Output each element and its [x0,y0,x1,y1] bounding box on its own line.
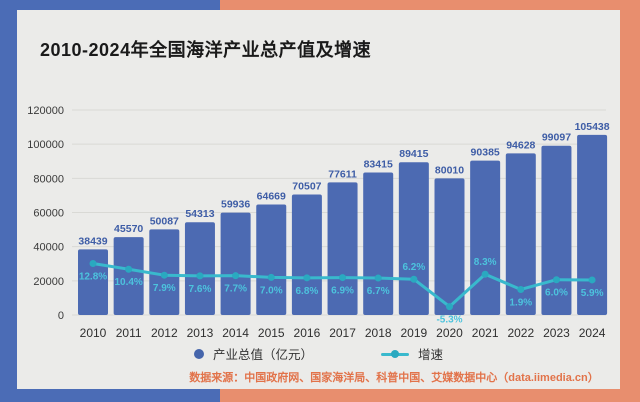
line-marker-2019 [410,275,418,283]
y-axis-tick-label: 20000 [33,276,64,288]
growth-rate-label: 6.9% [331,286,354,297]
y-axis-tick-label: 0 [58,310,64,322]
growth-rate-label: 6.7% [367,286,390,297]
growth-rate-label: 7.6% [189,284,212,295]
x-axis-year-label: 2015 [258,326,285,340]
bar-2013 [184,222,215,315]
data-source-note: 数据来源：中国政府网、国家海洋局、科普中国、艾媒数据中心（data.iimedi… [189,372,599,384]
x-axis-year-label: 2013 [187,326,214,340]
y-axis-tick-label: 60000 [33,208,64,220]
bar-2024 [577,134,608,315]
x-axis-year-label: 2011 [116,326,142,340]
bar-2023 [541,145,572,315]
growth-rate-label: 6.0% [545,288,568,299]
chart-legend: 产业总值（亿元） 增速 [17,344,620,363]
legend-item-total-output: 产业总值（亿元） [193,344,313,363]
bar-2015 [256,204,287,315]
growth-rate-label: 8.3% [474,257,497,268]
bar-series-marker-icon [193,348,204,359]
bar-value-label: 94628 [506,139,535,151]
bar-value-label: 70507 [292,181,321,193]
line-marker-2011 [125,265,133,273]
legend-item-growth-rate: 增速 [381,344,443,363]
bar-2022 [505,153,536,315]
growth-rate-label: 7.9% [153,283,176,294]
x-axis-year-label: 2018 [365,326,392,340]
bar-value-label: 45570 [114,223,143,235]
y-axis-tick-label: 100000 [27,139,64,151]
bar-2011 [113,237,144,315]
line-marker-2022 [517,285,525,293]
growth-rate-label: 7.7% [224,284,247,295]
y-axis-tick-label: 40000 [33,242,64,254]
y-axis-tick-label: 120000 [27,105,64,117]
bar-value-label: 89415 [399,148,428,160]
x-axis-year-label: 2017 [329,326,356,340]
bar-value-label: 59936 [221,199,250,211]
line-marker-2024 [588,276,596,284]
line-marker-2018 [374,274,382,282]
growth-rate-label: 5.9% [581,288,604,299]
growth-rate-label: 6.2% [402,262,425,273]
line-marker-2021 [481,270,489,278]
x-axis-year-label: 2021 [472,326,499,340]
x-axis-year-label: 2024 [579,326,606,340]
line-marker-2023 [552,276,560,284]
line-marker-2016 [303,274,311,282]
bar-2017 [327,182,358,315]
x-axis-year-label: 2012 [151,326,178,340]
bar-value-label: 99097 [542,132,571,144]
line-marker-2013 [196,272,204,280]
x-axis-year-label: 2014 [222,326,249,340]
bar-2016 [291,194,322,315]
growth-rate-label: 6.8% [296,286,319,297]
page-title: 2010-2024年全国海洋产业总产值及增速 [40,40,372,60]
growth-rate-label: -5.3% [436,315,462,326]
legend-label-total-output: 产业总值（亿元） [212,348,313,362]
line-marker-2017 [339,274,347,282]
bar-value-label: 64669 [257,191,286,203]
line-marker-2012 [160,271,168,279]
bar-value-label: 83415 [364,158,393,170]
line-marker-2014 [232,272,240,280]
bar-value-label: 77611 [328,168,357,180]
bar-2020 [434,178,465,315]
x-axis-year-label: 2010 [80,326,107,340]
growth-rate-label: 7.0% [260,285,283,296]
x-axis-year-label: 2020 [436,326,463,340]
bar-2019 [398,162,429,315]
bar-value-label: 105438 [575,121,610,133]
bar-2014 [220,212,251,315]
line-marker-2010 [89,260,97,268]
bar-value-label: 50087 [150,215,179,227]
bar-value-label: 90385 [471,147,500,159]
bar-value-label: 38439 [78,235,107,247]
x-axis-year-label: 2023 [543,326,570,340]
growth-rate-label: 12.8% [79,272,107,283]
bar-value-label: 54313 [185,208,214,220]
y-axis-tick-label: 80000 [33,173,64,185]
x-axis-year-label: 2019 [400,326,427,340]
bar-2021 [470,160,501,315]
line-marker-2015 [267,273,275,281]
x-axis-year-label: 2022 [507,326,534,340]
line-marker-2020 [446,303,453,311]
line-series-marker-icon [381,349,409,359]
bar-value-label: 80010 [435,164,464,176]
growth-rate-label: 10.4% [114,277,142,288]
growth-rate-label: 1.9% [509,297,532,308]
legend-label-growth-rate: 增速 [418,348,444,362]
x-axis-year-label: 2016 [294,326,321,340]
